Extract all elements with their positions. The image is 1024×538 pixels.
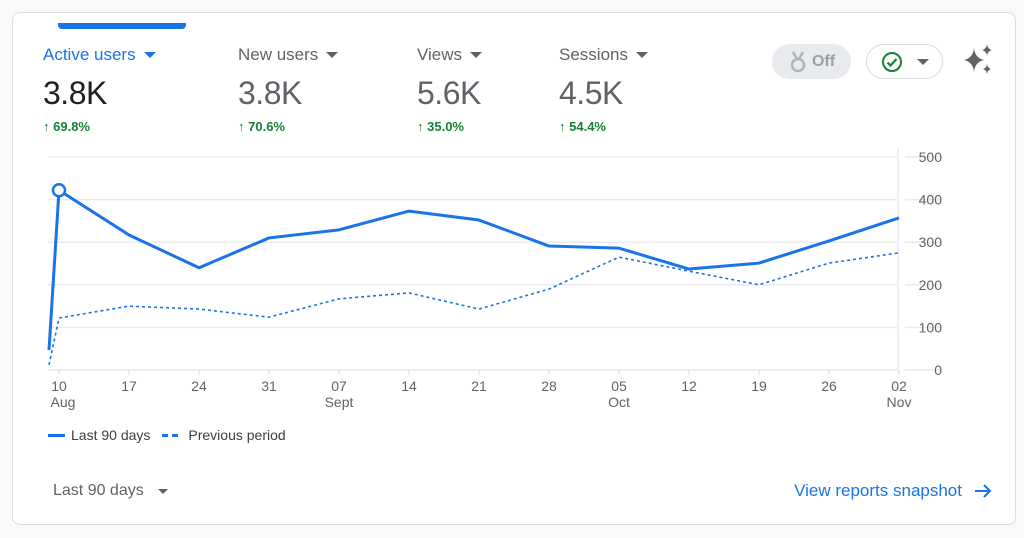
x-tick-label: 05	[611, 378, 627, 394]
y-tick-label: 0	[934, 362, 942, 378]
legend-swatch-dashed	[162, 433, 183, 437]
caret-down-icon	[470, 52, 483, 58]
sparkle-icon[interactable]	[962, 44, 994, 76]
arrow-up-icon: ↑	[559, 119, 566, 134]
benchmark-toggle[interactable]: Off	[772, 44, 851, 79]
caret-down-icon	[326, 52, 339, 58]
metric-tab-active-users[interactable]: Active users 3.8K ↑ 69.8%	[43, 44, 156, 134]
y-tick-label: 500	[919, 149, 943, 165]
x-tick-label: 21	[471, 378, 487, 394]
metric-tab-new-users[interactable]: New users 3.8K ↑ 70.6%	[238, 44, 339, 134]
overview-card	[12, 12, 1016, 525]
data-quality-dropdown[interactable]	[866, 44, 943, 79]
arrow-up-icon: ↑	[238, 119, 245, 134]
caret-down-icon	[143, 52, 156, 58]
y-tick-label: 100	[919, 319, 943, 335]
x-tick-label: 12	[681, 378, 697, 394]
metric-change: 70.6%	[248, 119, 285, 134]
y-tick-label: 300	[919, 234, 943, 250]
metric-label: Views	[417, 45, 463, 64]
x-tick-label: 17	[121, 378, 137, 394]
view-reports-snapshot-link[interactable]: View reports snapshot	[794, 481, 992, 501]
arrow-right-icon	[975, 484, 992, 498]
x-tick-label: 10	[51, 378, 67, 394]
series-line-current	[47, 188, 900, 351]
x-tick-label: 02	[891, 378, 907, 394]
highlight-point	[51, 182, 67, 198]
metric-label: Active users	[43, 45, 136, 64]
date-range-label: Last 90 days	[53, 482, 144, 499]
metric-value: 5.6K	[417, 75, 481, 111]
x-tick-month: Nov	[887, 394, 912, 410]
metric-change: 35.0%	[427, 119, 464, 134]
metric-value: 3.8K	[43, 75, 107, 111]
metric-label: New users	[238, 45, 319, 64]
benchmark-label: Off	[811, 52, 836, 70]
metric-value: 3.8K	[238, 75, 302, 111]
caret-down-icon	[916, 58, 929, 65]
x-tick-label: 19	[751, 378, 767, 394]
metric-tab-views[interactable]: Views 5.6K ↑ 35.0%	[417, 44, 483, 134]
metric-change: 54.4%	[569, 119, 606, 134]
legend-swatch-solid	[48, 433, 65, 437]
metric-label: Sessions	[559, 45, 628, 64]
chart-legend: Last 90 days Previous period	[48, 427, 286, 443]
x-tick-month: Aug	[51, 394, 76, 410]
x-tick-label: 14	[401, 378, 417, 394]
check-circle-icon	[881, 51, 902, 72]
series-line-previous	[48, 252, 900, 366]
x-tick-label: 24	[191, 378, 207, 394]
caret-down-icon	[157, 488, 168, 494]
arrow-up-icon: ↑	[43, 119, 50, 134]
arrow-up-icon: ↑	[417, 119, 424, 134]
legend-label-current: Last 90 days	[71, 427, 151, 443]
metric-value: 4.5K	[559, 75, 623, 111]
metric-change: 69.8%	[53, 119, 90, 134]
x-tick-label: 31	[261, 378, 277, 394]
y-tick-label: 200	[919, 277, 943, 293]
x-tick-label: 07	[331, 378, 347, 394]
view-link-label: View reports snapshot	[794, 481, 962, 500]
x-tick-label: 28	[541, 378, 557, 394]
x-tick-month: Sept	[325, 394, 354, 410]
x-tick-month: Oct	[608, 394, 630, 410]
y-tick-label: 400	[919, 192, 943, 208]
caret-down-icon	[635, 52, 648, 58]
selected-tab-indicator	[58, 23, 186, 29]
metric-tab-sessions[interactable]: Sessions 4.5K ↑ 54.4%	[559, 44, 648, 134]
date-range-dropdown[interactable]: Last 90 days	[53, 482, 168, 500]
medal-icon	[790, 50, 806, 72]
legend-label-previous: Previous period	[188, 427, 286, 443]
x-tick-label: 26	[821, 378, 837, 394]
